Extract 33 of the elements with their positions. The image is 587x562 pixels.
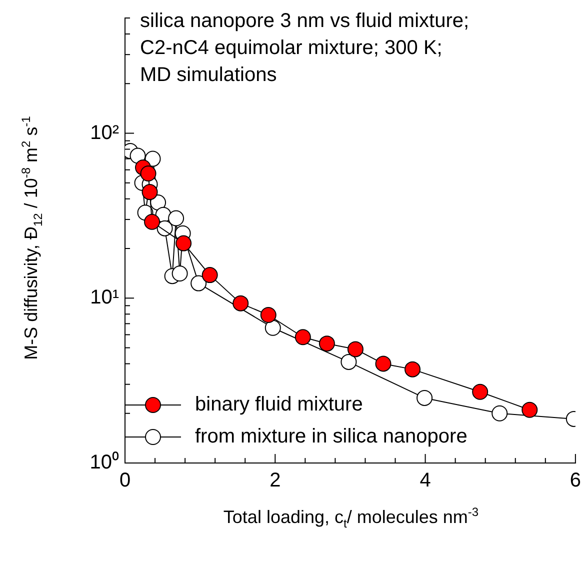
x-axis-title: Total loading, c$_{t}$/ molecules nm$^{-3}$ [222,505,480,531]
point [375,356,392,372]
point [172,266,188,282]
point [264,320,281,336]
text: silica nanopore 3 nm vs fluid mixture; C2-nC4 equimolar mixture; 300 K; MD simulations [140,9,470,88]
point [404,361,421,378]
point [232,295,249,312]
point [190,275,207,292]
y-tick-label: 10¹ [90,286,120,309]
x-tick-label: 4 [420,470,431,492]
point [140,165,156,182]
point [176,235,192,252]
point [472,384,488,400]
point [318,336,335,352]
point [142,184,158,200]
point [340,354,357,370]
y-tick-label: 10² [90,122,120,144]
point [492,405,508,422]
y-tick-label: 10⁰ [90,450,119,474]
x-tick-label: 6 [570,470,581,492]
point [347,341,364,358]
point [260,307,276,323]
point [522,402,538,418]
point [144,214,160,230]
legend-label: binary fluid mixture [195,394,363,416]
point [416,390,433,406]
point [168,210,184,226]
legend-label: from mixture in silica nanopore [195,426,468,448]
point [144,150,161,167]
x-tick-label: 2 [270,470,281,492]
point [202,267,218,284]
point [294,329,311,346]
x-tick-label: 0 [119,470,131,492]
